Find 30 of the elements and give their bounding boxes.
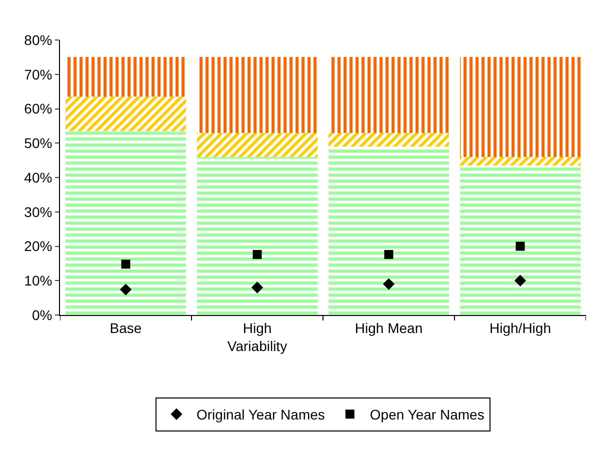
y-tick-label: 60% [24, 100, 52, 117]
point [252, 250, 262, 259]
x-tick-label: Base [110, 320, 142, 336]
bar [196, 132, 318, 157]
bar [65, 131, 186, 315]
y-tick-label: 80% [24, 32, 52, 48]
x-tick-label: High Variability [227, 320, 288, 354]
point [120, 284, 132, 296]
point [384, 250, 394, 259]
legend-label: Open Year Names [370, 406, 484, 423]
legend-label: Original Year Names [196, 406, 325, 423]
y-tick-label: 70% [24, 66, 52, 82]
y-tick-label: 10% [24, 272, 52, 289]
point [121, 260, 130, 269]
point [516, 242, 525, 251]
bar [65, 96, 186, 132]
y-tick-label: 0% [32, 306, 52, 323]
y-tick-label: 30% [24, 204, 52, 220]
point [382, 278, 395, 290]
bar [196, 156, 318, 315]
y-tick-label: 50% [24, 135, 52, 152]
bar [328, 132, 450, 147]
x-tick-label: High/High [490, 320, 551, 336]
point [514, 274, 526, 286]
bar [460, 156, 581, 166]
bar [460, 57, 581, 157]
y-tick-label: 40% [24, 169, 52, 186]
x-tick-label: High Mean [354, 320, 423, 336]
point [251, 282, 264, 294]
y-tick-label: 20% [24, 238, 52, 254]
